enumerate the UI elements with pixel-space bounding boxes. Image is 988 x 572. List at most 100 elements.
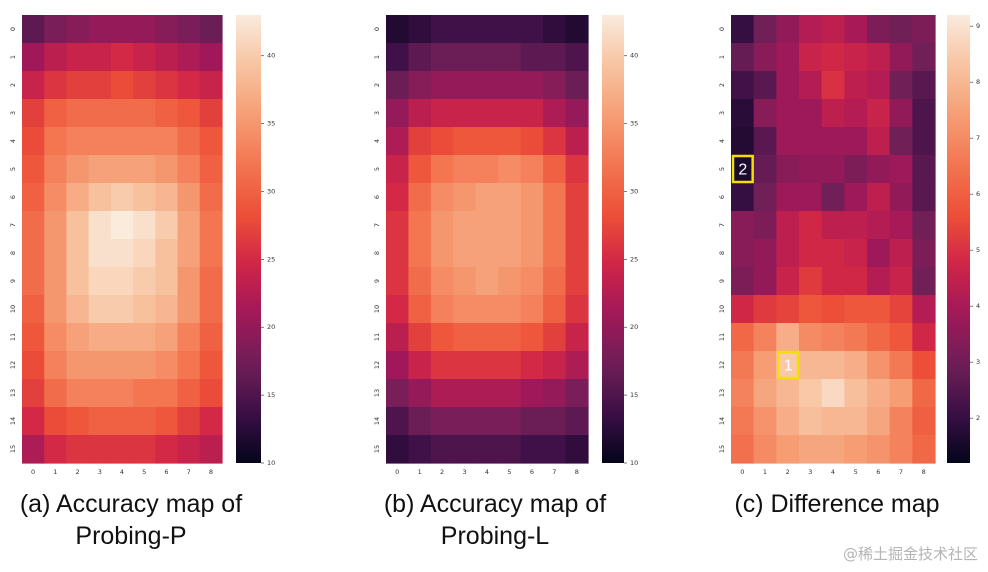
- heatmap-c-cell: [912, 295, 936, 324]
- heatmap-a-cell: [88, 71, 112, 100]
- heatmap-c-cell: [799, 211, 823, 240]
- heatmap-a-cell: [177, 267, 201, 296]
- heatmap-a-cell: [44, 211, 68, 240]
- heatmap-a-cell: [88, 99, 112, 128]
- heatmap-c-cell: [821, 351, 845, 380]
- heatmap-c-cell: [799, 155, 823, 184]
- y-tick-label-b: 4: [373, 139, 381, 143]
- heatmap-b-cell: [543, 435, 567, 464]
- heatmap-c-cell: [731, 239, 755, 268]
- heatmap-a-cell: [110, 295, 134, 324]
- heatmap-a-cell: [199, 267, 223, 296]
- heatmap-b-cell: [543, 127, 567, 156]
- heatmap-a-cell: [44, 407, 68, 436]
- x-tick-label-c: 0: [740, 468, 744, 476]
- heatmap-b-cell: [520, 99, 544, 128]
- heatmap-a-cell: [22, 99, 45, 128]
- heatmap-a-cell: [155, 407, 179, 436]
- heatmap-c-cell: [776, 435, 800, 464]
- heatmap-c-cell: [889, 43, 913, 72]
- heatmap-b-cell: [453, 295, 477, 324]
- heatmap-a-cell: [44, 15, 68, 44]
- heatmap-b-cell: [565, 435, 589, 464]
- heatmap-c-cell: [844, 435, 868, 464]
- heatmap-b-cell: [475, 43, 499, 72]
- colorbar-b: [602, 15, 624, 463]
- heatmap-c-cell: [776, 211, 800, 240]
- heatmap-b-cell: [430, 127, 454, 156]
- heatmap-a-cell: [155, 211, 179, 240]
- heatmap-c-cell: [799, 323, 823, 352]
- heatmap-c-cell: [731, 295, 755, 324]
- x-tick-label-a: 0: [31, 468, 35, 476]
- heatmap-c-cell: [867, 267, 891, 296]
- heatmap-a-cell: [177, 155, 201, 184]
- heatmap-a-cell: [133, 15, 156, 44]
- heatmap-b-cell: [565, 99, 589, 128]
- heatmap-c-cell: [799, 435, 823, 464]
- heatmap-a-cell: [110, 407, 134, 436]
- colorbar-tick-label-b: 15: [630, 391, 638, 399]
- y-tick-label-b: 11: [373, 333, 381, 341]
- heatmap-b-cell: [430, 267, 454, 296]
- heatmap-b-cell: [430, 183, 454, 212]
- heatmap-b-cell: [520, 155, 544, 184]
- heatmap-a-cell: [110, 379, 134, 408]
- heatmap-c-cell: [753, 71, 777, 100]
- y-tick-label-b: 5: [373, 167, 381, 171]
- y-tick-label-b: 0: [373, 27, 381, 31]
- heatmap-c-cell: [731, 407, 755, 436]
- heatmap-c-cell: [912, 127, 936, 156]
- heatmap-c-cell: [844, 379, 868, 408]
- heatmap-b-cell: [453, 99, 477, 128]
- heatmap-c-cell: [867, 43, 891, 72]
- heatmap-c-cell: [753, 379, 777, 408]
- heatmap-a-cell: [66, 183, 90, 212]
- heatmap-b-cell: [430, 379, 454, 408]
- heatmap-a-cell: [177, 211, 201, 240]
- heatmap-b-cell: [520, 127, 544, 156]
- heatmap-c-cell: [912, 99, 936, 128]
- heatmap-c-cell: [844, 43, 868, 72]
- heatmap-a-cell: [66, 267, 90, 296]
- heatmap-b-cell: [386, 295, 410, 324]
- heatmap-b-cell: [565, 211, 589, 240]
- y-tick-label-a: 13: [9, 389, 17, 397]
- x-tick-label-b: 8: [575, 468, 579, 476]
- heatmap-c-cell: [731, 71, 755, 100]
- x-tick-label-a: 7: [187, 468, 191, 476]
- heatmap-c-cell: [753, 211, 777, 240]
- y-tick-label-a: 15: [9, 445, 17, 453]
- y-tick-label-b: 10: [373, 305, 381, 313]
- heatmap-a-cell: [110, 71, 134, 100]
- x-tick-label-a: 5: [142, 468, 146, 476]
- heatmap-c-cell: [889, 71, 913, 100]
- heatmap-b-cell: [520, 267, 544, 296]
- heatmap-b-cell: [498, 267, 522, 296]
- heatmap-a-cell: [88, 323, 112, 352]
- heatmap-a-cell: [88, 435, 112, 464]
- heatmap-c-cell: [731, 351, 755, 380]
- caption-a-line-1: (a) Accuracy map of: [19, 490, 243, 518]
- heatmap-a-cell: [66, 407, 90, 436]
- heatmap-b-cell: [475, 155, 499, 184]
- heatmap-c-cell: [867, 99, 891, 128]
- heatmap-c-cell: [867, 211, 891, 240]
- heatmap-b-cell: [498, 71, 522, 100]
- colorbar-tick-label-b: 20: [630, 323, 638, 331]
- colorbar-tick-label-b: 30: [630, 187, 638, 195]
- heatmap-a-cell: [155, 99, 179, 128]
- heatmap-a-cell: [88, 379, 112, 408]
- annotation-label-1: 1: [784, 358, 793, 375]
- heatmap-c-cell: [821, 239, 845, 268]
- heatmap-b-cell: [565, 183, 589, 212]
- heatmap-b-cell: [430, 99, 454, 128]
- heatmap-c-cell: [821, 127, 845, 156]
- heatmap-a-cell: [66, 127, 90, 156]
- heatmap-a-cell: [44, 295, 68, 324]
- heatmap-b-cell: [498, 239, 522, 268]
- heatmap-a-cell: [22, 239, 45, 268]
- y-tick-label-b: 8: [373, 251, 381, 255]
- heatmap-b-cell: [453, 71, 477, 100]
- colorbar-tick-label-b: 25: [630, 255, 638, 263]
